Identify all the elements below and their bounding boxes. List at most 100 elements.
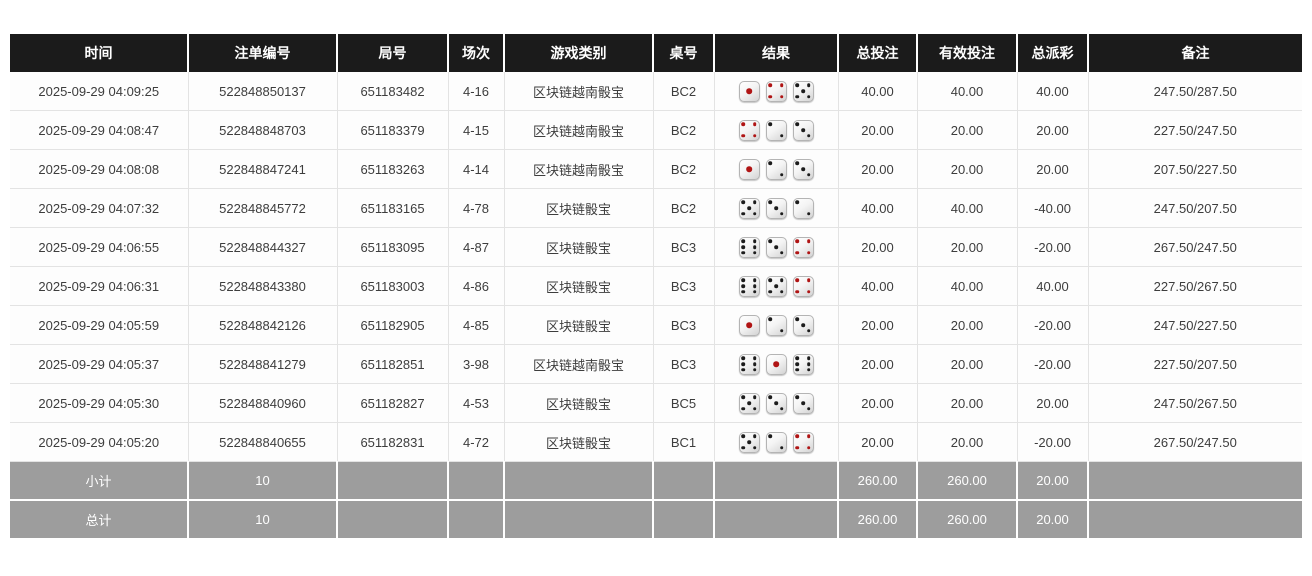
table-row[interactable]: 2025-09-29 04:09:25 522848850137 651183482… bbox=[10, 72, 1302, 111]
cell-game: 区块链骰宝 bbox=[504, 188, 654, 228]
table-row[interactable]: 2025-09-29 04:05:59 522848842126 651182905… bbox=[10, 305, 1302, 345]
die-face-1 bbox=[738, 158, 760, 180]
die-pip bbox=[741, 445, 746, 450]
summary-empty-game bbox=[504, 461, 654, 501]
column-header-label: 桌号 bbox=[669, 45, 698, 61]
die-face-5 bbox=[765, 275, 787, 297]
column-header-order[interactable]: 注单编号 bbox=[188, 34, 338, 72]
cell-order: 522848844327 bbox=[188, 227, 338, 267]
die-pip bbox=[752, 245, 757, 249]
cell-session: 4-15 bbox=[448, 110, 505, 150]
summary-payout: 20.00 bbox=[1017, 461, 1089, 501]
table-row[interactable]: 2025-09-29 04:05:30 522848840960 651182827… bbox=[10, 383, 1302, 423]
die-pip bbox=[806, 172, 811, 177]
summary-empty-remark bbox=[1088, 500, 1302, 538]
cell-desk: BC2 bbox=[653, 110, 715, 150]
cell-valid: 20.00 bbox=[917, 149, 1018, 189]
table-row[interactable]: 2025-09-29 04:08:08 522848847241 651183263… bbox=[10, 149, 1302, 189]
dice-group bbox=[719, 158, 834, 180]
cell-order: 522848841279 bbox=[188, 344, 338, 384]
die-face-3 bbox=[765, 197, 787, 219]
table-row[interactable]: 2025-09-29 04:05:37 522848841279 651182851… bbox=[10, 344, 1302, 384]
column-header-valid[interactable]: 有效投注 bbox=[917, 34, 1018, 72]
die-pip bbox=[801, 128, 805, 132]
die-pip bbox=[752, 284, 757, 288]
cell-time: 2025-09-29 04:05:59 bbox=[10, 305, 189, 345]
column-header-result[interactable]: 结果 bbox=[714, 34, 839, 72]
die-pip bbox=[795, 445, 800, 450]
cell-session: 4-86 bbox=[448, 266, 505, 306]
column-header-game[interactable]: 游戏类别 bbox=[504, 34, 654, 72]
die-face-4 bbox=[792, 431, 814, 453]
cell-game: 区块链越南骰宝 bbox=[504, 344, 654, 384]
column-header-bet[interactable]: 总投注 bbox=[838, 34, 918, 72]
dice-group bbox=[719, 197, 834, 219]
die-pip bbox=[795, 250, 800, 255]
cell-game: 区块链越南骰宝 bbox=[504, 72, 654, 111]
column-header-session[interactable]: 场次 bbox=[448, 34, 505, 72]
die-face-4 bbox=[738, 119, 760, 141]
table-row[interactable]: 2025-09-29 04:07:32 522848845772 651183165… bbox=[10, 188, 1302, 228]
die-pip bbox=[795, 200, 800, 205]
die-pip bbox=[779, 250, 784, 255]
cell-round: 651183095 bbox=[337, 227, 449, 267]
die-pip bbox=[774, 206, 778, 210]
die-face-1 bbox=[738, 80, 760, 102]
column-header-payout[interactable]: 总派彩 bbox=[1017, 34, 1089, 72]
cell-session: 4-87 bbox=[448, 227, 505, 267]
column-header-time[interactable]: 时间 bbox=[10, 34, 189, 72]
die-pip bbox=[806, 83, 811, 88]
die-pip bbox=[806, 94, 811, 99]
cell-desk: BC5 bbox=[653, 383, 715, 423]
dice-group bbox=[719, 392, 834, 414]
table-row[interactable]: 2025-09-29 04:06:55 522848844327 651183095… bbox=[10, 227, 1302, 267]
die-pip bbox=[801, 401, 805, 405]
column-header-desk[interactable]: 桌号 bbox=[653, 34, 715, 72]
cell-round: 651183379 bbox=[337, 110, 449, 150]
column-header-remark[interactable]: 备注 bbox=[1088, 34, 1302, 72]
cell-result bbox=[714, 188, 839, 228]
table-footer: 小计 10 260.00 260.00 20.00 总计 10 260.00 260.00 20.… bbox=[10, 461, 1302, 538]
die-pip bbox=[801, 167, 805, 171]
cell-valid: 20.00 bbox=[917, 422, 1018, 462]
cell-payout: -20.00 bbox=[1017, 422, 1089, 462]
die-pip bbox=[806, 362, 811, 366]
cell-time: 2025-09-29 04:09:25 bbox=[10, 72, 189, 111]
die-pip bbox=[752, 211, 757, 216]
dice-group bbox=[719, 353, 834, 375]
table-row[interactable]: 2025-09-29 04:08:47 522848848703 651183379… bbox=[10, 110, 1302, 150]
cell-bet: 40.00 bbox=[838, 72, 918, 111]
die-pip bbox=[768, 122, 773, 127]
dice-group bbox=[719, 275, 834, 297]
die-pip bbox=[806, 211, 811, 216]
die-pip bbox=[806, 434, 811, 439]
die-pip bbox=[801, 323, 805, 327]
die-pip bbox=[741, 250, 746, 255]
column-header-round[interactable]: 局号 bbox=[337, 34, 449, 72]
cell-remark: 227.50/207.50 bbox=[1088, 344, 1302, 384]
die-face-5 bbox=[738, 392, 760, 414]
die-pip bbox=[741, 133, 746, 138]
summary-empty-result bbox=[714, 461, 839, 501]
cell-valid: 40.00 bbox=[917, 72, 1018, 111]
cell-bet: 20.00 bbox=[838, 110, 918, 150]
die-pip bbox=[779, 278, 784, 283]
die-pip bbox=[779, 445, 784, 450]
die-pip bbox=[774, 245, 778, 249]
die-pip bbox=[768, 395, 773, 400]
die-face-3 bbox=[792, 158, 814, 180]
die-pip bbox=[741, 245, 746, 249]
die-face-5 bbox=[738, 431, 760, 453]
summary-payout: 20.00 bbox=[1017, 500, 1089, 538]
cell-bet: 20.00 bbox=[838, 344, 918, 384]
table-row[interactable]: 2025-09-29 04:05:20 522848840655 651182831… bbox=[10, 422, 1302, 462]
die-pip bbox=[746, 88, 752, 94]
cell-remark: 227.50/267.50 bbox=[1088, 266, 1302, 306]
column-header-label: 时间 bbox=[84, 45, 113, 61]
die-pip bbox=[806, 328, 811, 333]
table-row[interactable]: 2025-09-29 04:06:31 522848843380 651183003… bbox=[10, 266, 1302, 306]
dice-group bbox=[719, 314, 834, 336]
die-pip bbox=[795, 161, 800, 166]
die-face-2 bbox=[792, 197, 814, 219]
cell-payout: 20.00 bbox=[1017, 149, 1089, 189]
